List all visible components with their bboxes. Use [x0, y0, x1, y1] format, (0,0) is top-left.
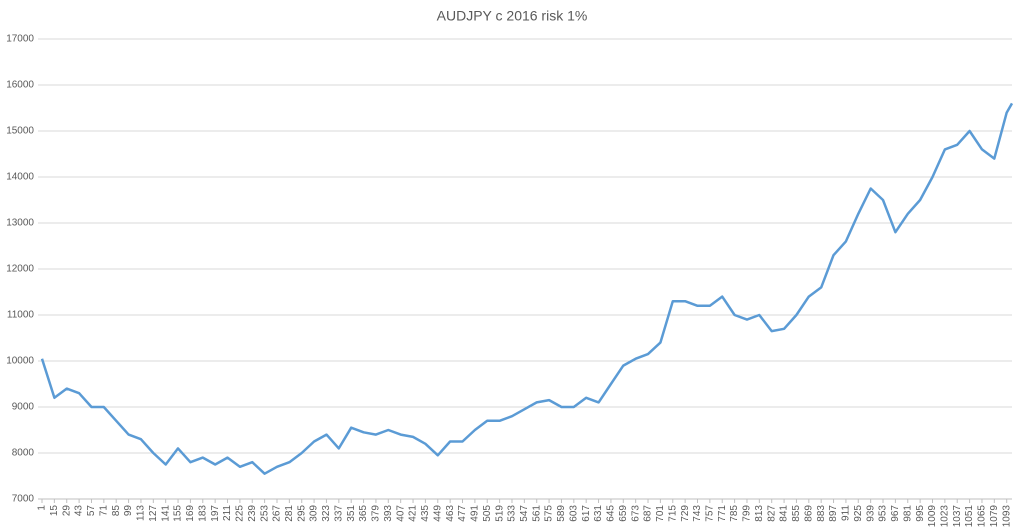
- x-tick-label: 15: [49, 505, 60, 517]
- x-tick-label: 729: [680, 505, 691, 522]
- x-tick-label: 99: [123, 505, 134, 517]
- y-tick-label: 14000: [6, 172, 34, 183]
- x-tick-label: 1009: [927, 505, 938, 528]
- x-tick-label: 827: [766, 505, 777, 522]
- x-tick-label: 337: [333, 505, 344, 522]
- x-tick-label: 491: [470, 505, 481, 522]
- x-tick-label: 771: [717, 505, 728, 522]
- x-tick-label: 855: [791, 505, 802, 522]
- x-tick-label: 785: [729, 505, 740, 522]
- x-tick-label: 113: [136, 505, 147, 521]
- x-tick-label: 365: [358, 505, 369, 522]
- y-tick-label: 8000: [12, 448, 35, 459]
- x-tick-label: 407: [395, 505, 406, 522]
- x-tick-label: 379: [371, 505, 382, 522]
- x-tick-label: 477: [457, 505, 468, 522]
- x-tick-label: 393: [383, 505, 394, 522]
- x-tick-label: 505: [482, 505, 493, 522]
- x-tick-label: 253: [259, 505, 270, 522]
- y-tick-label: 10000: [6, 356, 34, 367]
- x-tick-label: 85: [111, 505, 122, 517]
- x-tick-label: 449: [432, 505, 443, 522]
- x-tick-label: 421: [408, 505, 419, 522]
- x-tick-label: 1093: [1001, 505, 1012, 528]
- x-tick-label: 155: [173, 505, 184, 522]
- y-tick-label: 12000: [6, 264, 34, 275]
- x-tick-label: 757: [705, 505, 716, 522]
- y-tick-label: 16000: [6, 80, 34, 91]
- x-tick-label: 701: [655, 505, 666, 522]
- x-tick-label: 463: [445, 505, 456, 522]
- x-tick-label: 351: [346, 505, 357, 522]
- x-tick-label: 1037: [952, 505, 963, 528]
- y-tick-label: 17000: [6, 34, 34, 45]
- x-tick-label: 813: [754, 505, 765, 522]
- x-tick-label: 1079: [989, 505, 1000, 528]
- x-tick-label: 225: [235, 505, 246, 522]
- x-tick-label: 799: [742, 505, 753, 522]
- x-tick-label: 561: [531, 505, 542, 522]
- x-tick-label: 659: [618, 505, 629, 522]
- x-tick-label: 911: [841, 505, 852, 521]
- data-line: [40, 102, 1014, 475]
- x-tick-label: 645: [606, 505, 617, 522]
- x-tick-label: 519: [494, 505, 505, 522]
- x-tick-label: 869: [803, 505, 814, 522]
- x-tick-label: 323: [321, 505, 332, 522]
- y-tick-label: 7000: [12, 494, 35, 505]
- x-tick-label: 57: [86, 505, 97, 517]
- x-tick-label: 309: [309, 505, 320, 522]
- x-tick-label: 1065: [977, 505, 988, 528]
- x-tick-label: 239: [247, 505, 258, 522]
- x-tick-label: 981: [902, 505, 913, 522]
- x-tick-label: 435: [420, 505, 431, 522]
- x-tick-label: 141: [160, 505, 171, 522]
- x-tick-label: 295: [296, 505, 307, 522]
- x-tick-label: 589: [556, 505, 567, 522]
- x-tick-label: 43: [74, 505, 85, 517]
- x-tick-label: 183: [197, 505, 208, 522]
- x-tick-label: 995: [915, 505, 926, 522]
- x-tick-label: 631: [593, 505, 604, 522]
- x-tick-label: 939: [865, 505, 876, 522]
- x-tick-label: 953: [878, 505, 889, 522]
- x-tick-label: 575: [544, 505, 555, 522]
- x-tick-label: 533: [507, 505, 518, 522]
- chart-title: AUDJPY c 2016 risk 1%: [437, 8, 588, 24]
- x-tick-label: 71: [98, 505, 109, 517]
- y-tick-label: 13000: [6, 218, 34, 229]
- x-tick-label: 883: [816, 505, 827, 522]
- y-tick-label: 15000: [6, 126, 34, 137]
- x-tick-label: 743: [692, 505, 703, 522]
- x-tick-label: 547: [519, 505, 530, 522]
- x-tick-label: 169: [185, 505, 196, 522]
- x-tick-label: 603: [568, 505, 579, 522]
- x-tick-label: 267: [272, 505, 283, 522]
- x-tick-label: 1023: [940, 505, 951, 528]
- x-tick-label: 841: [779, 505, 790, 522]
- x-tick-label: 1051: [964, 505, 975, 528]
- x-tick-label: 967: [890, 505, 901, 522]
- x-tick-label: 673: [630, 505, 641, 522]
- x-tick-label: 617: [581, 505, 592, 522]
- y-tick-label: 11000: [7, 310, 35, 321]
- x-tick-label: 211: [222, 505, 233, 521]
- x-tick-label: 127: [148, 505, 159, 522]
- x-tick-label: 29: [61, 505, 72, 517]
- x-tick-label: 197: [210, 505, 221, 522]
- x-tick-label: 897: [828, 505, 839, 522]
- x-tick-label: 1: [37, 505, 48, 511]
- x-tick-label: 925: [853, 505, 864, 522]
- x-tick-label: 281: [284, 505, 295, 522]
- y-tick-label: 9000: [12, 402, 35, 413]
- x-tick-label: 687: [643, 505, 654, 522]
- x-tick-label: 715: [667, 505, 678, 522]
